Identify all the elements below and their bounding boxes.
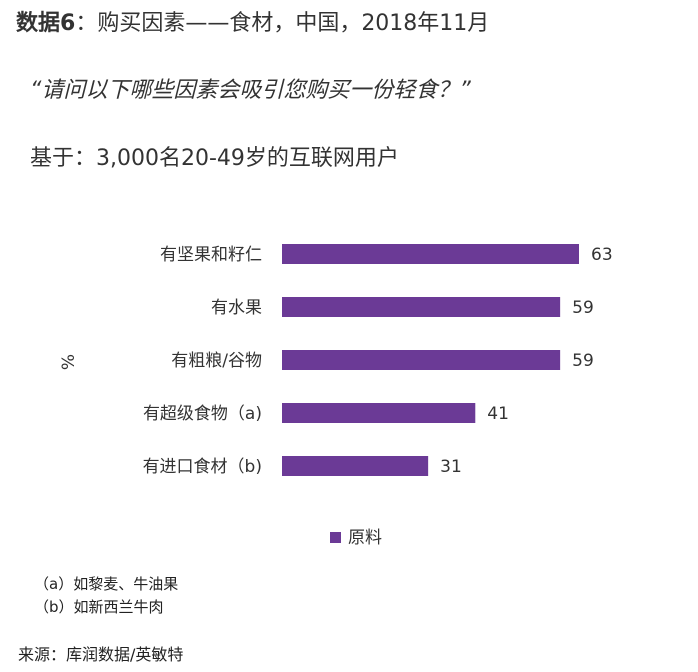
category-label: 有粗粮/谷物 xyxy=(171,351,262,371)
data-label: 41 xyxy=(487,404,509,424)
footnote-b: （b）如新西兰牛肉 xyxy=(34,598,164,616)
data-label: 59 xyxy=(572,351,594,371)
legend-label: 原料 xyxy=(348,528,382,548)
bar xyxy=(282,403,476,423)
bar-chart: 有坚果和籽仁 63 有水果 59 有粗粮/谷物 59 有超级食物（a) 41 有进口食材（b) 3… xyxy=(59,244,613,548)
category-label: 有进口食材（b) xyxy=(143,457,262,477)
legend-swatch xyxy=(330,532,341,543)
category-label: 有超级食物（a) xyxy=(143,404,262,424)
category-label: 有水果 xyxy=(211,298,262,318)
figure-title: 数据6：购买因素——食材，中国，2018年11月 xyxy=(16,8,489,40)
bar xyxy=(282,297,561,317)
survey-question: “请问以下哪些因素会吸引您购买一份轻食？” xyxy=(30,78,471,103)
figure-title-text: ：购买因素——食材，中国，2018年11月 xyxy=(75,11,490,36)
category-label: 有坚果和籽仁 xyxy=(160,245,262,265)
footnote-a: （a）如黎麦、牛油果 xyxy=(34,575,179,593)
bar xyxy=(282,244,579,264)
figure-number: 数据6 xyxy=(16,11,76,36)
data-label: 63 xyxy=(591,245,613,265)
survey-base: 基于：3,000名20-49岁的互联网用户 xyxy=(30,146,399,171)
source-note: 来源：库润数据/英敏特 xyxy=(18,645,184,664)
bar xyxy=(282,456,429,476)
data-label: 31 xyxy=(440,457,462,477)
bar xyxy=(282,350,561,370)
y-axis-label: % xyxy=(59,354,79,370)
data-label: 59 xyxy=(572,298,594,318)
